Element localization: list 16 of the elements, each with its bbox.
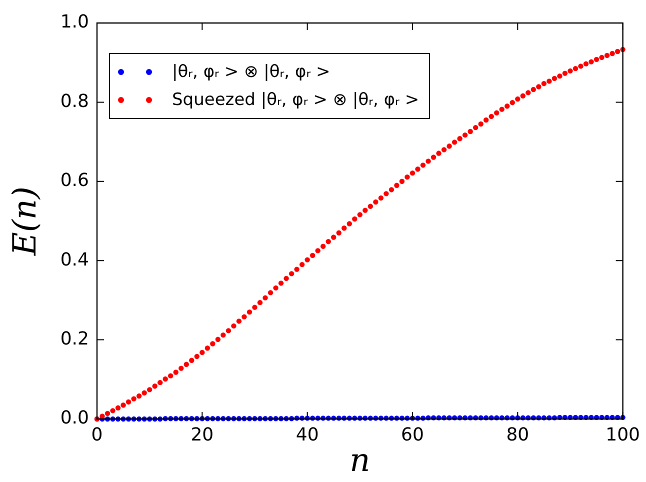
x-tick-label: 0 — [91, 424, 103, 446]
y-tick-label: 0.2 — [60, 328, 89, 350]
legend-label: Squeezed |θᵣ, φᵣ > ⊗ |θᵣ, φᵣ > — [172, 89, 420, 112]
legend-label: |θᵣ, φᵣ > ⊗ |θᵣ, φᵣ > — [172, 61, 330, 84]
x-tick-label: 80 — [506, 424, 530, 446]
x-tick-label: 20 — [190, 424, 214, 446]
x-axis-title: n — [350, 441, 370, 480]
x-tick-label: 60 — [401, 424, 424, 446]
x-tick-label: 40 — [296, 424, 319, 446]
x-tick-label: 100 — [606, 424, 640, 446]
y-tick-label: 1.0 — [60, 12, 89, 33]
y-axis-title: E(n) — [6, 186, 44, 256]
y-tick-label: 0.8 — [60, 90, 89, 112]
y-tick-label: 0.4 — [60, 249, 89, 270]
y-tick-label: 0.6 — [60, 170, 89, 192]
y-tick-label: 0.0 — [60, 408, 89, 429]
